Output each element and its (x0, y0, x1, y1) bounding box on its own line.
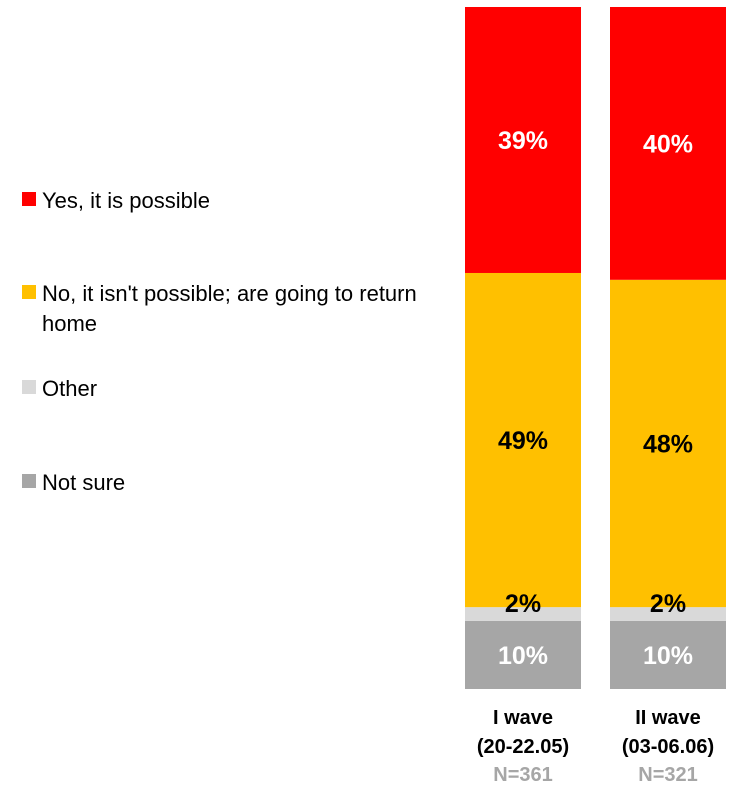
data-label-1-3: 49% (498, 427, 548, 455)
bar-segment-2-4 (610, 7, 726, 280)
data-label-2-4: 40% (643, 130, 693, 158)
data-label-1-2: 2% (505, 590, 541, 618)
bar-segment-1-3 (465, 272, 581, 608)
data-label-2-1: 10% (643, 642, 693, 670)
legend-item-1: Yes, it is possible (22, 186, 442, 216)
bar-segment-1-2 (465, 607, 581, 621)
category-label-2-line-1: II wave (635, 707, 701, 729)
legend-label: Not sure (42, 470, 126, 495)
sample-size-label-1: N=361 (493, 764, 553, 786)
data-label-2-2: 2% (650, 590, 686, 618)
bar-segment-1-1 (465, 620, 581, 689)
legend-label: No, it isn't possible; are going to retu… (42, 281, 417, 336)
legend-label: Other (42, 376, 98, 401)
legend-swatch (22, 285, 36, 299)
data-label-1-1: 10% (498, 642, 548, 670)
legend-label: Yes, it is possible (42, 188, 210, 213)
legend-item-4: Not sure (22, 468, 442, 498)
legend-item-2: No, it isn't possible; are going to retu… (22, 279, 442, 339)
legend-swatch (22, 192, 36, 206)
category-label-1-line-1: I wave (493, 707, 553, 729)
legend-swatch (22, 380, 36, 394)
bar-segment-2-2 (610, 607, 726, 621)
data-label-2-3: 48% (643, 430, 693, 458)
bar-segment-2-3 (610, 279, 726, 608)
legend-swatch (22, 474, 36, 488)
legend: Yes, it is possible No, it isn't possible… (22, 0, 442, 789)
data-label-1-4: 39% (498, 127, 548, 155)
sample-size-label-2: N=321 (638, 764, 698, 786)
legend-item-3: Other (22, 374, 442, 404)
bar-segment-2-1 (610, 620, 726, 689)
category-label-2-line-2: (03-06.06) (622, 736, 714, 758)
bar-segment-1-4 (465, 7, 581, 273)
category-label-1-line-2: (20-22.05) (477, 736, 569, 758)
